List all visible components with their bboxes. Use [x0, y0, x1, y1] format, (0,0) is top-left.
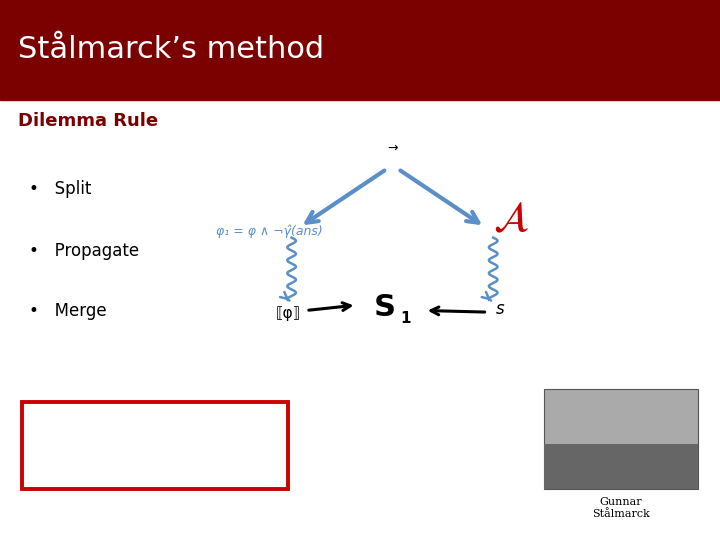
Text: •   Split: • Split	[29, 180, 91, 198]
Text: φ₁ = φ ∧ ¬γ̂(ans): φ₁ = φ ∧ ¬γ̂(ans)	[216, 225, 323, 238]
Text: 1: 1	[400, 311, 410, 326]
Text: S: S	[374, 293, 396, 322]
Text: •   Propagate: • Propagate	[29, 242, 139, 260]
Bar	[544, 444, 698, 489]
Bar	[0, 0, 720, 100]
Bar	[22, 402, 288, 489]
Bar	[544, 389, 698, 489]
Text: s: s	[496, 300, 505, 319]
Text: →: →	[387, 142, 397, 155]
Text: Stålmarck’s method: Stålmarck’s method	[18, 36, 324, 64]
Text: $\mathcal{A}$: $\mathcal{A}$	[493, 199, 529, 241]
Text: Dilemma Rule: Dilemma Rule	[18, 112, 158, 131]
Text: Gunnar
Stålmarck: Gunnar Stålmarck	[592, 497, 650, 519]
Text: •   Merge: • Merge	[29, 301, 107, 320]
Text: ⟦φ⟧: ⟦φ⟧	[276, 306, 300, 321]
